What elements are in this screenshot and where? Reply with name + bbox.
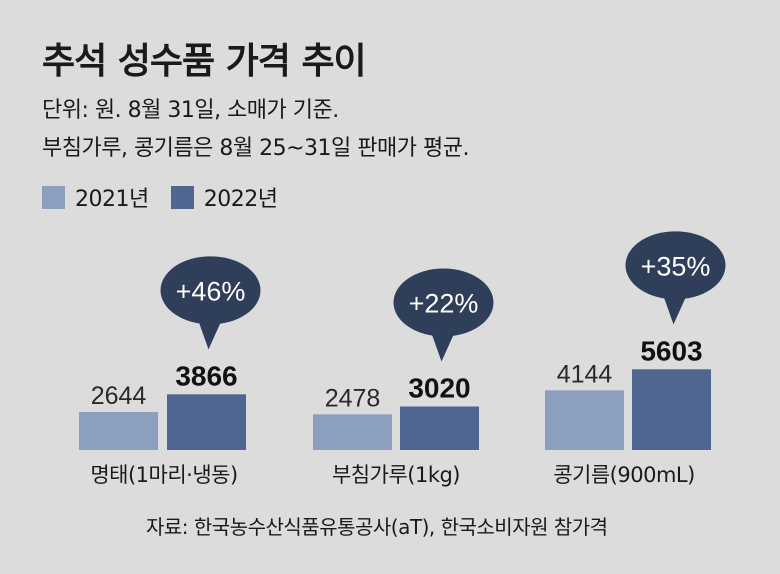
legend-item-2021: 2021년 [42,181,149,213]
value-label-2021-0: 2644 [91,382,147,410]
annotation-text-1: +22% [409,289,479,319]
unit-note: 단위: 원. 8월 31일, 소매가 기준. [42,98,339,123]
annotation-bubble-tail-2 [662,293,688,325]
category-label-2: 콩기름(900mL) [553,463,695,487]
source-note: 자료: 한국농수산식품유통공사(aT), 한국소비자원 참가격 [146,515,608,539]
bar-2021-0 [79,411,158,450]
value-label-2021-2: 4144 [557,360,613,388]
method-note: 부침가루, 콩기름은 8월 25~31일 판매가 평균. [42,136,469,161]
value-label-2022-2: 5603 [640,335,702,366]
annotation-bubble-1 [393,268,494,337]
bar-2022-0 [167,394,246,450]
bar-2022-2 [632,369,711,450]
annotation-bubble-0 [160,256,261,325]
legend-swatch-2021 [42,185,65,209]
legend-label-2022: 2022년 [203,187,278,212]
bar-2021-1 [313,414,392,450]
annotation-bubble-2 [625,231,726,300]
legend-swatch-2022 [170,185,194,209]
annotation-text-2: +35% [641,251,711,281]
value-label-2022-0: 3866 [175,360,237,391]
annotation-bubble-tail-1 [430,330,456,362]
legend: 2021년 2022년 [42,181,299,213]
legend-item-2022: 2022년 [170,181,278,213]
value-label-2021-1: 2478 [325,384,381,412]
category-label-1: 부침가루(1kg) [332,463,460,487]
category-label-0: 명태(1마리·냉동) [90,463,237,487]
bar-2021-2 [545,390,624,450]
annotation-text-0: +46% [176,276,246,306]
legend-label-2021: 2021년 [75,187,149,212]
value-label-2022-1: 3020 [408,373,470,404]
annotation-bubble-tail-0 [197,318,223,350]
bar-2022-1 [400,406,479,450]
chart-title: 추석 성수품 가격 추이 [42,41,367,82]
